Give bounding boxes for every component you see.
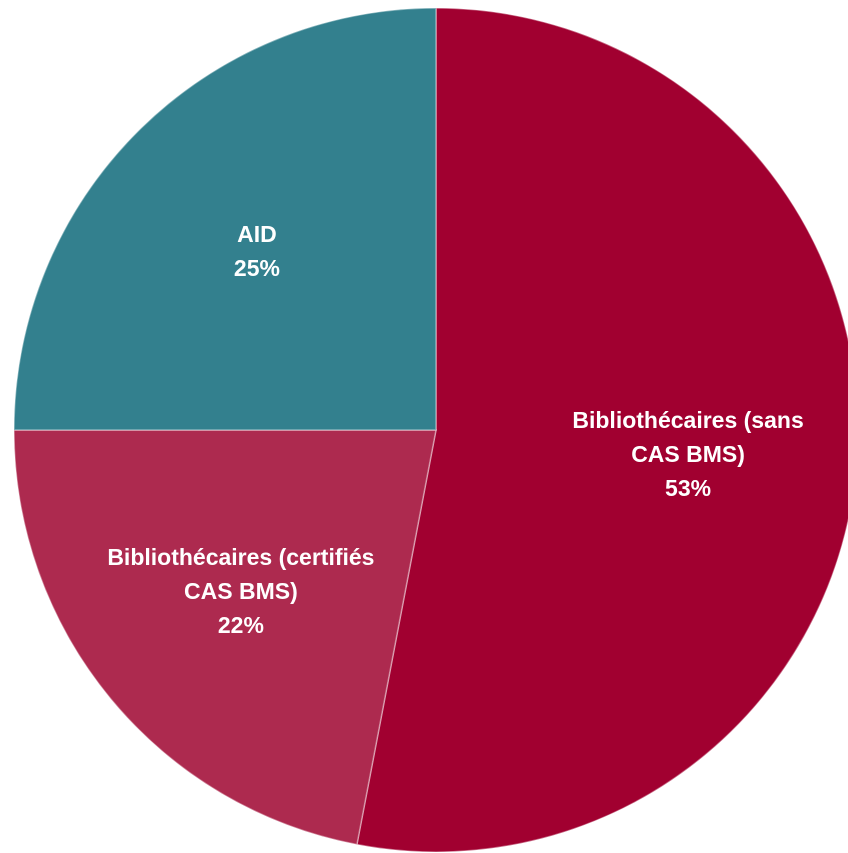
pie-slice (13, 429, 437, 846)
slice-label: Bibliothécaires (sans CAS BMS) 53% (568, 403, 808, 505)
value-label: 25% (233, 254, 280, 281)
slice-label: AID 25% (157, 217, 357, 285)
category-label: AID (237, 220, 277, 247)
slice-label: Bibliothécaires (certifiés CAS BMS) 22% (86, 540, 396, 642)
category-label: Bibliothécaires (sans CAS BMS) (572, 406, 804, 467)
category-label: Bibliothécaires (certifiés CAS BMS) (107, 544, 375, 605)
pie-slice (13, 7, 437, 431)
value-label: 22% (217, 612, 264, 639)
pie-slice (356, 7, 848, 853)
value-label: 53% (665, 474, 712, 501)
